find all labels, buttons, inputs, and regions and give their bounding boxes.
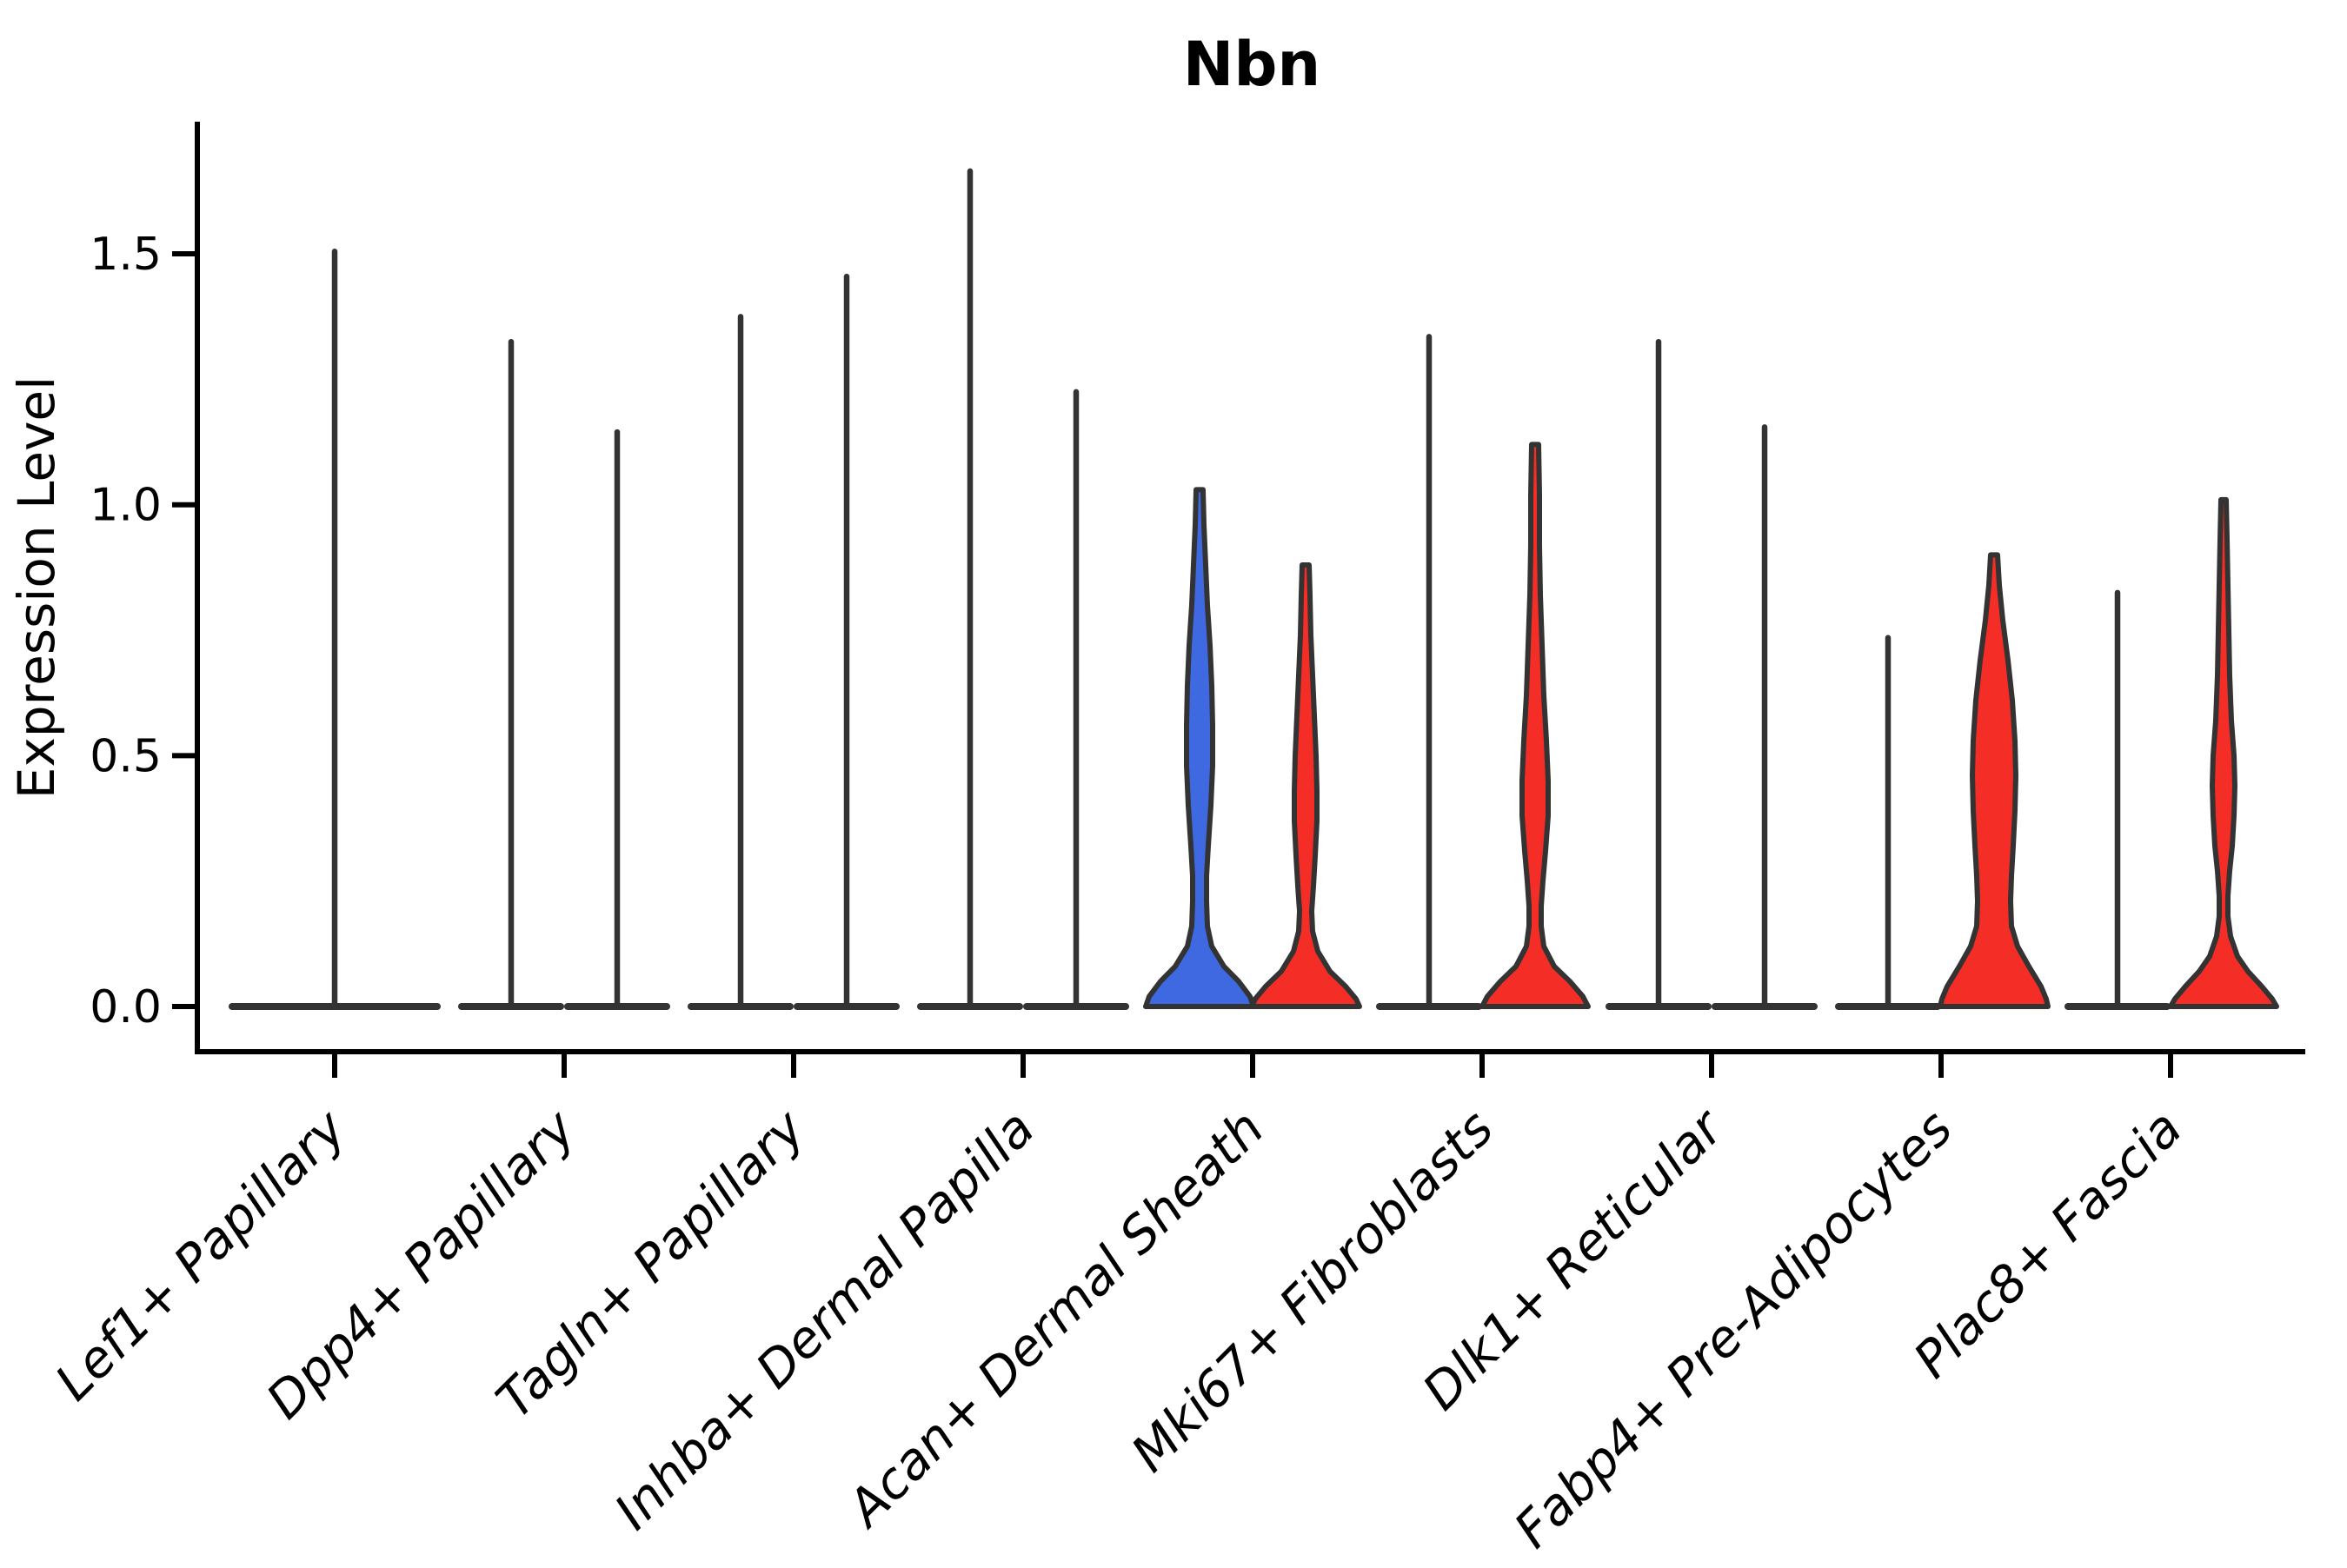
y-axis-ticks: 0.0 0.5 1.0 1.5 (90, 229, 195, 1033)
y-tick-label: 1.0 (90, 480, 162, 532)
violin-red (1938, 552, 2051, 1009)
y-tick-label: 0.0 (90, 981, 162, 1033)
y-tick-label: 0.5 (90, 730, 162, 782)
violin-blue (1143, 487, 1256, 1009)
violin-red (1249, 561, 1362, 1009)
plot-title: Nbn (1183, 29, 1321, 100)
y-axis-title: Expression Level (7, 376, 66, 799)
violin-red (1479, 442, 1591, 1009)
x-tick-label: Inhba+ Dermal Papilla (603, 1099, 1046, 1541)
violins-layer (229, 168, 2279, 1010)
violin-red (2168, 496, 2279, 1009)
x-tick-label: Acan+ Dermal Sheath (834, 1099, 1275, 1540)
y-tick-label: 1.5 (90, 229, 162, 281)
x-tick-label: Fabp4+ Pre-Adipocytes (1503, 1099, 1964, 1559)
